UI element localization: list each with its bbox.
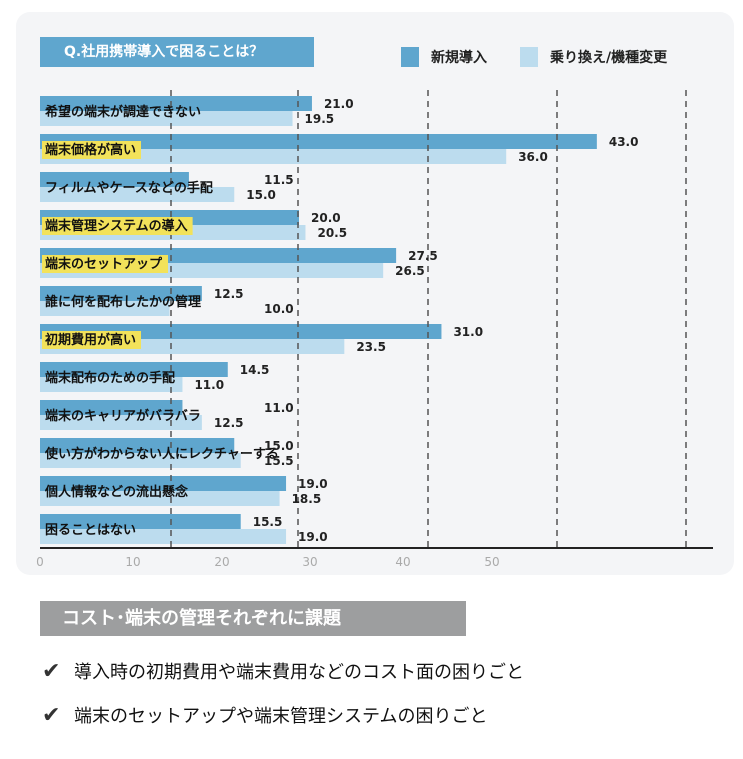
value-label: 26.5: [395, 264, 425, 278]
bar-new: [40, 134, 597, 149]
legend-label-switch: 乗り換え/機種変更: [550, 50, 668, 66]
x-tick-label: 20: [214, 555, 229, 569]
category-label: フィルムやケースなどの手配: [45, 180, 213, 196]
value-label: 15.5: [253, 515, 283, 529]
value-label: 15.0: [246, 188, 276, 202]
bullet-item: ✔ 導入時の初期費用や端末費用などのコスト面の困りごと: [42, 658, 524, 684]
x-tick-label: 30: [302, 555, 317, 569]
bar-new: [40, 96, 312, 111]
bar-new: [40, 286, 202, 301]
check-icon: ✔: [42, 702, 61, 728]
value-label: 19.5: [305, 112, 335, 126]
category-label: 端末価格が高い: [45, 142, 136, 158]
chart-title: Q.社用携帯導入で困ることは？: [40, 37, 314, 67]
value-label: 23.5: [356, 340, 386, 354]
bar-switch: [40, 187, 235, 202]
category-label: 端末のキャリアがバラバラ: [45, 408, 201, 424]
x-tick-label: 50: [484, 555, 499, 569]
value-label: 18.5: [292, 492, 322, 506]
category-label: 個人情報などの流出懸念: [44, 484, 188, 500]
legend-label-new: 新規導入: [431, 50, 487, 66]
category-label: 使い方がわからない人にレクチャーする: [44, 446, 279, 462]
value-label: 27.5: [408, 249, 438, 263]
check-icon: ✔: [42, 658, 61, 684]
category-label: 困ることはない: [45, 523, 136, 538]
label-highlight: [42, 331, 142, 349]
value-label: 12.5: [214, 287, 244, 301]
section-heading: コスト･端末の管理それぞれに課題: [40, 601, 466, 636]
bar-new: [40, 476, 287, 491]
category-label: 誰に何を配布したかの管理: [45, 294, 201, 310]
bar-switch: [40, 111, 293, 126]
x-tick-label: 0: [36, 555, 44, 569]
value-label: 10.0: [264, 302, 294, 316]
category-label: 端末のセットアップ: [45, 256, 163, 272]
label-highlight: [42, 255, 169, 273]
value-label: 19.0: [298, 530, 328, 544]
value-label: 43.0: [609, 135, 639, 149]
bar-switch: [40, 377, 183, 392]
value-label: 12.5: [214, 416, 244, 430]
x-tick-label: 10: [125, 555, 140, 569]
legend-switch: 乗り換え/機種変更: [520, 46, 667, 68]
bar-new: [40, 172, 189, 187]
category-label: 希望の端末が調達できない: [45, 104, 201, 120]
bar-switch: [40, 301, 170, 316]
value-label: 11.5: [264, 173, 294, 187]
value-label: 15.5: [264, 454, 294, 468]
bar-switch: [40, 529, 287, 544]
legend-swatch-new: [401, 47, 419, 67]
bar-switch: [40, 149, 507, 164]
bar-new: [40, 362, 228, 377]
bar-new: [40, 400, 183, 415]
legend-swatch-switch: [520, 47, 538, 67]
value-label: 11.0: [194, 378, 224, 392]
bar-switch: [40, 415, 202, 430]
bar-new: [40, 438, 235, 453]
value-label: 31.0: [453, 325, 483, 339]
category-label: 初期費用が高い: [45, 332, 136, 348]
bar-chart: 希望の端末が調達できない端末価格が高いフィルムやケースなどの手配端末管理システム…: [36, 90, 713, 569]
value-label: 21.0: [324, 97, 354, 111]
legend-new: 新規導入: [401, 46, 487, 68]
bullet-text: 導入時の初期費用や端末費用などのコスト面の困りごと: [74, 662, 524, 683]
value-label: 15.0: [264, 439, 294, 453]
category-label: 端末配布のための手配: [45, 370, 175, 386]
value-label: 36.0: [518, 150, 548, 164]
x-tick-label: 40: [395, 555, 410, 569]
label-highlight: [42, 141, 142, 159]
value-label: 19.0: [298, 477, 328, 491]
value-label: 14.5: [240, 363, 270, 377]
label-highlight: [42, 217, 193, 235]
bar-switch: [40, 491, 280, 506]
value-label: 11.0: [264, 401, 294, 415]
bar-switch: [40, 453, 241, 468]
value-label: 20.0: [311, 211, 341, 225]
category-label: 端末管理システムの導入: [45, 218, 188, 234]
bullet-text: 端末のセットアップや端末管理システムの困りごと: [74, 706, 488, 727]
bar-new: [40, 514, 241, 529]
value-label: 20.5: [317, 226, 347, 240]
bullet-item: ✔ 端末のセットアップや端末管理システムの困りごと: [42, 702, 487, 728]
